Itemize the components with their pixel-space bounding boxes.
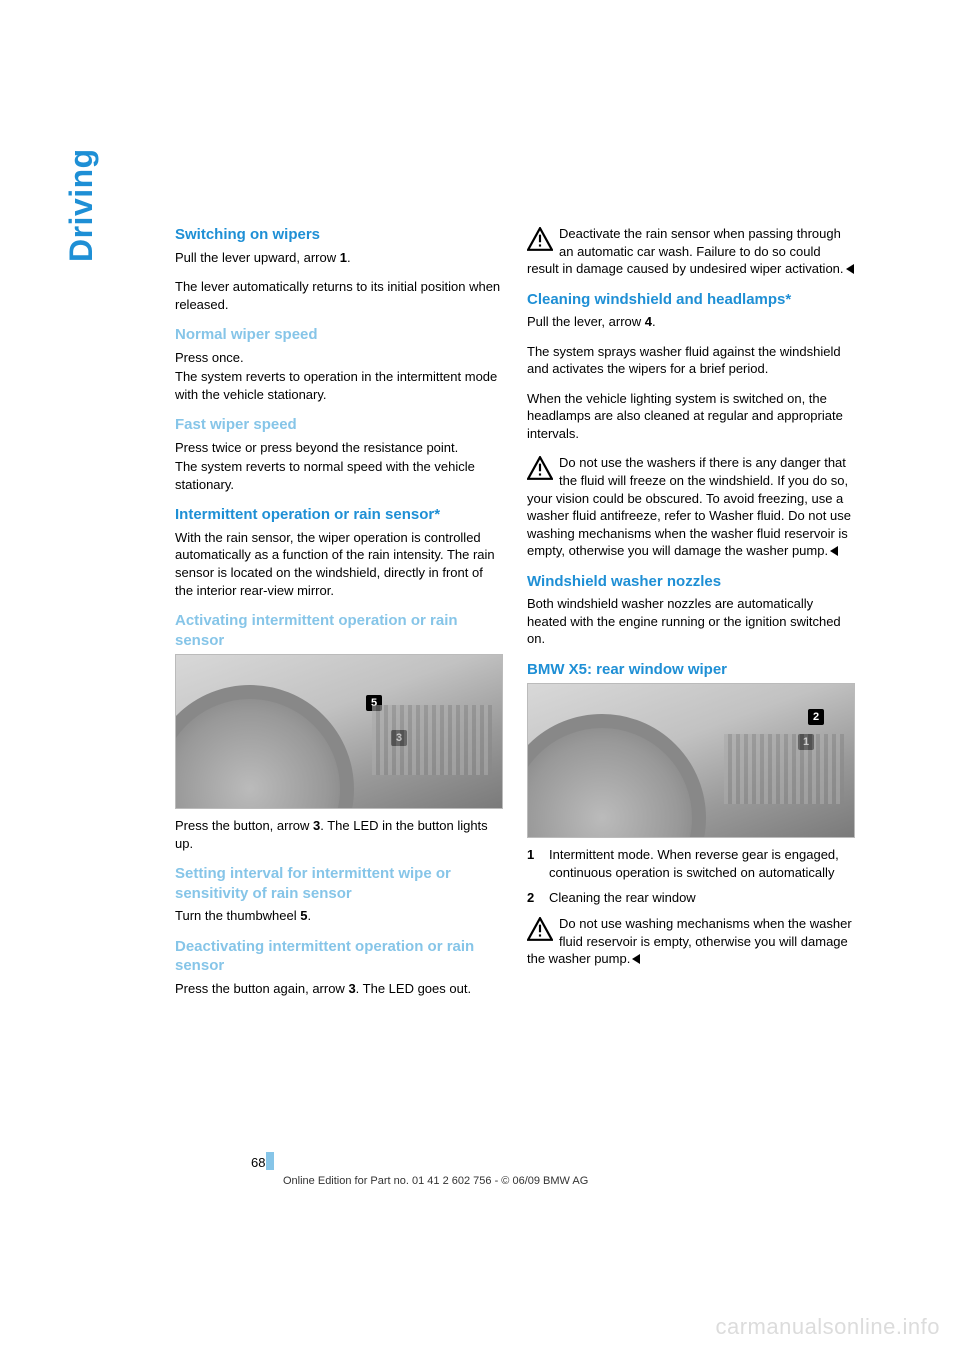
callout-3: 3 (391, 730, 407, 746)
list-item: 2 Cleaning the rear window (527, 889, 855, 907)
list-item: 1 Intermittent mode. When reverse gear i… (527, 846, 855, 881)
heading-activating-intermittent: Activating intermittent operation or rai… (175, 611, 503, 650)
list-number: 2 (527, 889, 549, 907)
list-number: 1 (527, 846, 549, 881)
para: Both windshield washer nozzles are autom… (527, 595, 855, 648)
figure-rear-wiper-lever: 2 1 (527, 683, 855, 838)
para: Pull the lever, arrow 4. (527, 313, 855, 331)
para: Press the button again, arrow 3. The LED… (175, 980, 503, 998)
para: Pull the lever upward, arrow 1. (175, 249, 503, 267)
para: Turn the thumbwheel 5. (175, 907, 503, 925)
end-marker-icon (830, 546, 838, 556)
heading-fast-wiper-speed: Fast wiper speed (175, 415, 503, 435)
text: . (347, 250, 351, 265)
list-text: Cleaning the rear window (549, 889, 696, 907)
para: Press twice or press beyond the resistan… (175, 439, 503, 457)
heading-rear-window-wiper: BMW X5: rear window wiper (527, 660, 855, 680)
heading-intermittent-operation: Intermittent operation or rain sensor* (175, 505, 503, 525)
section-side-label: Driving (63, 148, 100, 262)
para: The system reverts to normal speed with … (175, 458, 503, 493)
heading-cleaning-windshield: Cleaning windshield and headlamps* (527, 290, 855, 310)
callout-1: 1 (798, 734, 814, 750)
warning-icon (527, 227, 553, 251)
para: When the vehicle lighting system is swit… (527, 390, 855, 443)
heading-normal-wiper-speed: Normal wiper speed (175, 325, 503, 345)
end-marker-icon (632, 954, 640, 964)
text: Pull the lever upward, arrow (175, 250, 340, 265)
para: With the rain sensor, the wiper operatio… (175, 529, 503, 599)
list-text: Intermittent mode. When reverse gear is … (549, 846, 855, 881)
page-number-bar (266, 1152, 274, 1170)
text: Press the button again, arrow (175, 981, 348, 996)
warning-washer-freeze: Do not use the washers if there is any d… (527, 454, 855, 559)
arrow-ref: 4 (645, 314, 652, 329)
warning-washer-pump: Do not use washing mechanisms when the w… (527, 915, 855, 968)
warning-icon (527, 917, 553, 941)
para: The system sprays washer fluid against t… (527, 343, 855, 378)
footer-text: Online Edition for Part no. 01 41 2 602 … (283, 1175, 588, 1187)
right-column: Deactivate the rain sensor when passing … (527, 225, 855, 1009)
arrow-ref: 3 (348, 981, 355, 996)
left-column: Switching on wipers Pull the lever upwar… (175, 225, 503, 1009)
text: . (308, 908, 312, 923)
warning-rain-sensor-carwash: Deactivate the rain sensor when passing … (527, 225, 855, 278)
heading-deactivating-intermittent: Deactivating intermittent operation or r… (175, 937, 503, 976)
warning-icon (527, 456, 553, 480)
para: Press the button, arrow 3. The LED in th… (175, 817, 503, 852)
heading-switching-on-wipers: Switching on wipers (175, 225, 503, 245)
watermark: carmanualsonline.info (715, 1314, 940, 1340)
warning-text: Do not use washing mechanisms when the w… (527, 916, 852, 966)
thumbwheel-ref: 5 (300, 908, 307, 923)
page-number: 68 (251, 1155, 265, 1170)
text: Pull the lever, arrow (527, 314, 645, 329)
end-marker-icon (846, 264, 854, 274)
page-content: Switching on wipers Pull the lever upwar… (175, 225, 855, 1009)
para: Press once. (175, 349, 503, 367)
para: The lever automatically returns to its i… (175, 278, 503, 313)
callout-2: 2 (808, 709, 824, 725)
warning-text: Deactivate the rain sensor when passing … (527, 226, 844, 276)
text: Turn the thumbwheel (175, 908, 300, 923)
text: . (652, 314, 656, 329)
callout-5: 5 (366, 695, 382, 711)
warning-text: Do not use the washers if there is any d… (527, 455, 851, 558)
heading-setting-interval: Setting interval for intermittent wipe o… (175, 864, 503, 903)
heading-washer-nozzles: Windshield washer nozzles (527, 572, 855, 592)
text: Press the button, arrow (175, 818, 313, 833)
arrow-ref: 1 (340, 250, 347, 265)
para: The system reverts to operation in the i… (175, 368, 503, 403)
figure-rain-sensor-lever: 5 3 (175, 654, 503, 809)
text: . The LED goes out. (356, 981, 471, 996)
